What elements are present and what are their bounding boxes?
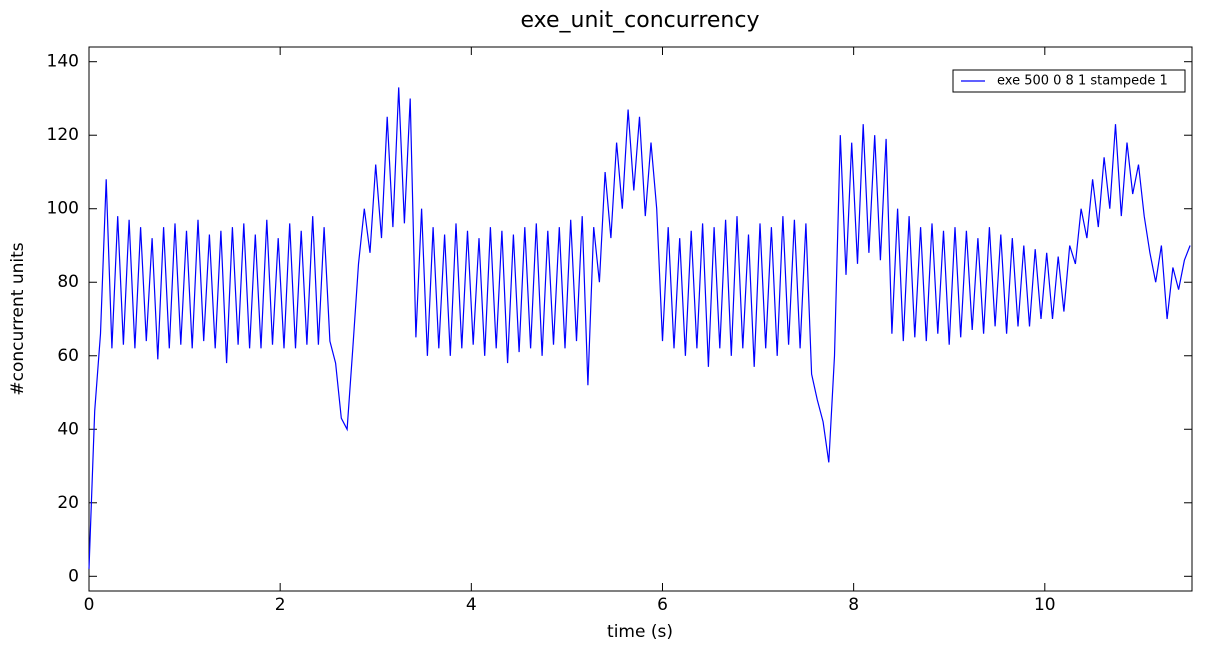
legend-box [952,69,1186,93]
x-tick-label: 10 [1034,595,1056,615]
y-tick-label: 140 [47,52,79,72]
x-tick-label: 8 [848,595,859,615]
x-tick-label: 4 [466,595,477,615]
y-tick-label: 0 [68,566,79,586]
y-tick-label: 60 [57,346,79,366]
data-line [88,87,1191,569]
y-axis-label: #concurrent units [8,242,28,395]
y-tick-label: 100 [47,199,79,219]
chart-title: exe_unit_concurrency [520,8,759,33]
x-tick-label: 6 [657,595,668,615]
x-axis-label: time (s) [607,622,673,642]
y-tick-label: 20 [57,493,79,513]
y-tick-label: 120 [47,125,79,145]
legend-label: exe 500 0 8 1 stampede 1 [997,74,1168,89]
x-tick-label: 2 [275,595,286,615]
x-tick-label: 0 [84,595,95,615]
y-tick-label: 80 [57,272,79,292]
y-tick-label: 40 [57,419,79,439]
plot-frame [88,46,1193,592]
